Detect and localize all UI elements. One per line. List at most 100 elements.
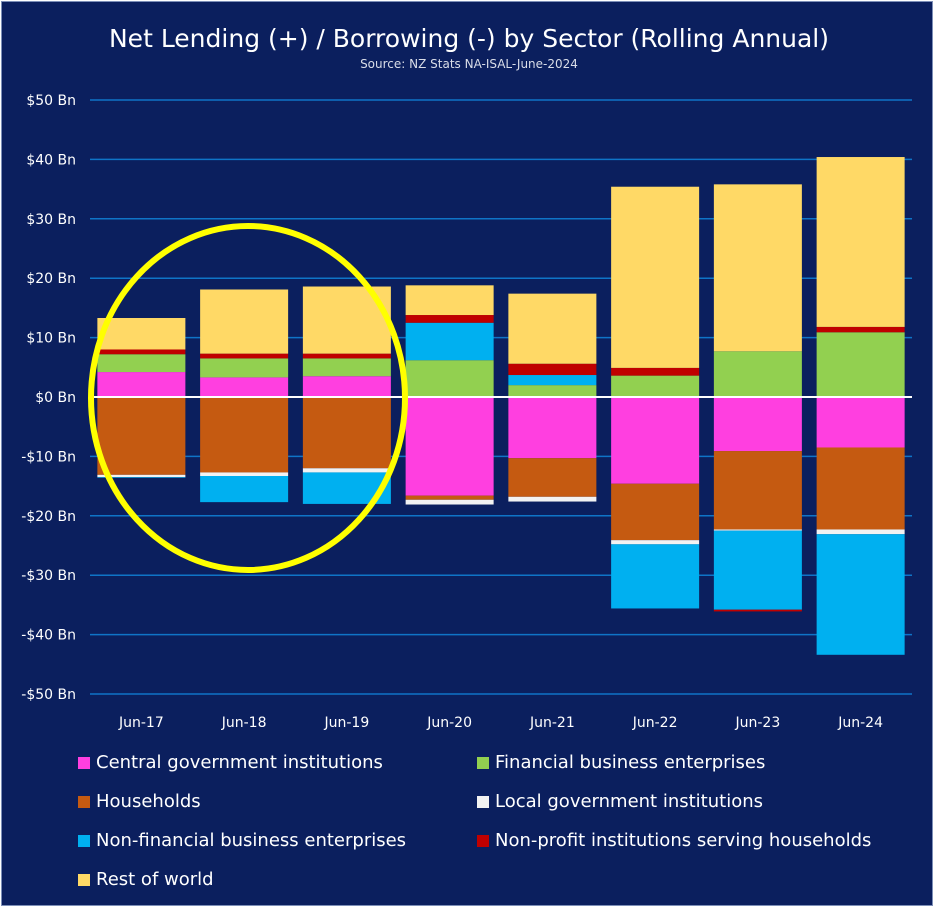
legend-label: Non-financial business enterprises	[96, 830, 406, 851]
y-tick-label: -$30 Bn	[21, 568, 76, 584]
bar-households-jun-19	[302, 397, 391, 469]
bar-local-government-institutions-jun-19	[302, 468, 391, 473]
bar-rest-of-world-jun-23	[713, 184, 802, 352]
bar-central-government-institutions-jun-18	[200, 377, 289, 397]
bar-stack-jun-22	[611, 186, 700, 609]
bar-non-profit-institutions-serving-households-jun-24	[816, 326, 905, 333]
legend-label: Central government institutions	[96, 752, 383, 773]
bar-financial-business-enterprises-jun-21	[508, 385, 597, 397]
bar-financial-business-enterprises-jun-20	[405, 360, 494, 397]
legend-swatch	[78, 835, 90, 847]
x-tick-label: Jun-18	[221, 715, 267, 731]
y-tick-label: -$20 Bn	[21, 509, 76, 525]
bar-rest-of-world-jun-17	[97, 317, 186, 350]
bar-rest-of-world-jun-24	[816, 157, 905, 327]
x-tick-label: Jun-21	[529, 715, 575, 731]
bar-households-jun-21	[508, 458, 597, 497]
legend-label: Non-profit institutions serving househol…	[495, 830, 871, 851]
y-tick-label: $30 Bn	[26, 212, 76, 228]
bar-financial-business-enterprises-jun-19	[302, 358, 391, 377]
legend-swatch	[477, 757, 489, 769]
bar-financial-business-enterprises-jun-24	[816, 332, 905, 397]
bar-non-profit-institutions-serving-households-jun-18	[200, 353, 289, 359]
highlight-ellipse	[88, 223, 408, 573]
bar-central-government-institutions-jun-24	[816, 397, 905, 448]
y-tick-label: $0 Bn	[35, 390, 76, 406]
bar-central-government-institutions-jun-19	[302, 376, 391, 397]
legend-item-financial-business-enterprises: Financial business enterprises	[477, 752, 765, 773]
bar-households-jun-24	[816, 447, 905, 530]
y-tick-label: $50 Bn	[26, 93, 76, 109]
bars	[97, 157, 905, 655]
bar-financial-business-enterprises-jun-18	[200, 358, 289, 378]
y-tick-label: $40 Bn	[26, 152, 76, 168]
bar-rest-of-world-jun-21	[508, 293, 597, 364]
bar-local-government-institutions-jun-23	[713, 529, 802, 531]
bar-households-jun-17	[97, 397, 186, 475]
bar-rest-of-world-jun-20	[405, 285, 494, 316]
bar-non-financial-business-enterprises-jun-17	[97, 477, 186, 478]
x-tick-label: Jun-24	[837, 715, 883, 731]
bar-stack-jun-18	[200, 289, 289, 503]
y-tick-label: -$50 Bn	[21, 687, 76, 703]
legend-swatch	[477, 835, 489, 847]
y-tick-label: $10 Bn	[26, 331, 76, 347]
legend-item-non-financial-business-enterprises: Non-financial business enterprises	[78, 830, 406, 851]
bar-households-jun-18	[200, 397, 289, 473]
bar-non-financial-business-enterprises-jun-23	[713, 530, 802, 610]
bar-stack-jun-23	[713, 184, 802, 612]
bar-central-government-institutions-jun-21	[508, 397, 597, 459]
chart-subtitle: Source: NZ Stats NA-ISAL-June-2024	[360, 57, 578, 71]
legend-swatch	[78, 874, 90, 886]
bar-local-government-institutions-jun-22	[611, 540, 700, 545]
legend-label: Households	[96, 791, 201, 812]
bar-non-profit-institutions-serving-households-jun-23	[713, 609, 802, 612]
x-tick-label: Jun-19	[324, 715, 370, 731]
bar-non-financial-business-enterprises-jun-18	[200, 476, 289, 503]
bar-local-government-institutions-jun-20	[405, 499, 494, 505]
legend-item-central-government-institutions: Central government institutions	[78, 752, 383, 773]
bar-local-government-institutions-jun-21	[508, 496, 597, 502]
bar-non-financial-business-enterprises-jun-24	[816, 534, 905, 655]
x-tick-label: Jun-20	[426, 715, 472, 731]
bar-local-government-institutions-jun-17	[97, 474, 186, 478]
bar-non-profit-institutions-serving-households-jun-19	[302, 353, 391, 359]
bar-financial-business-enterprises-jun-17	[97, 354, 186, 373]
bar-financial-business-enterprises-jun-23	[713, 351, 802, 397]
bar-non-financial-business-enterprises-jun-20	[405, 322, 494, 361]
x-tick-label: Jun-23	[735, 715, 781, 731]
bar-financial-business-enterprises-jun-22	[611, 375, 700, 397]
bar-stack-jun-24	[816, 157, 905, 655]
y-tick-label: -$10 Bn	[21, 449, 76, 465]
bar-non-profit-institutions-serving-households-jun-20	[405, 315, 494, 323]
bar-central-government-institutions-jun-17	[97, 372, 186, 397]
x-tick-label: Jun-22	[632, 715, 678, 731]
legend-swatch	[477, 796, 489, 808]
bar-non-profit-institutions-serving-households-jun-17	[97, 349, 186, 355]
bar-non-financial-business-enterprises-jun-22	[611, 544, 700, 609]
legend-swatch	[78, 796, 90, 808]
bar-rest-of-world-jun-22	[611, 186, 700, 368]
bar-central-government-institutions-jun-23	[713, 397, 802, 452]
legend-item-rest-of-world: Rest of world	[78, 869, 214, 890]
legend: Central government institutions Financial…	[78, 752, 871, 890]
y-axis-tick-labels: $50 Bn $40 Bn $30 Bn $20 Bn $10 Bn $0 Bn -$10 …	[21, 93, 76, 703]
bar-stack-jun-20	[405, 285, 494, 505]
bar-central-government-institutions-jun-22	[611, 397, 700, 484]
legend-swatch	[78, 757, 90, 769]
bar-households-jun-22	[611, 483, 700, 541]
bar-local-government-institutions-jun-24	[816, 529, 905, 535]
bar-stack-jun-21	[508, 293, 597, 502]
bar-non-profit-institutions-serving-households-jun-21	[508, 363, 597, 376]
legend-label: Local government institutions	[495, 791, 763, 812]
bar-central-government-institutions-jun-20	[405, 397, 494, 496]
annotations	[88, 223, 408, 573]
legend-label: Financial business enterprises	[495, 752, 765, 773]
x-axis-tick-labels: Jun-17 Jun-18 Jun-19 Jun-20 Jun-21 Jun-22 Jun-…	[118, 715, 883, 731]
legend-item-households: Households	[78, 791, 201, 812]
x-tick-label: Jun-17	[118, 715, 164, 731]
bar-households-jun-23	[713, 451, 802, 530]
y-tick-label: $20 Bn	[26, 271, 76, 287]
